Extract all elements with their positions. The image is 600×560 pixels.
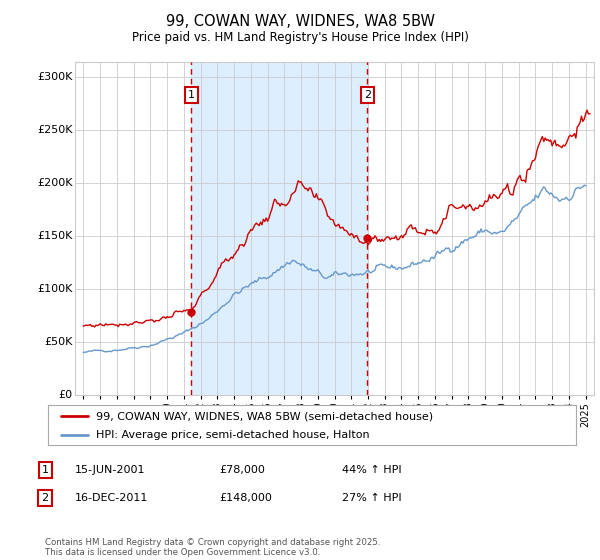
Text: £300K: £300K: [37, 72, 73, 82]
Text: Price paid vs. HM Land Registry's House Price Index (HPI): Price paid vs. HM Land Registry's House …: [131, 31, 469, 44]
Text: 16-DEC-2011: 16-DEC-2011: [75, 493, 148, 503]
Text: 1: 1: [41, 465, 49, 475]
Text: £200K: £200K: [37, 178, 73, 188]
Text: £150K: £150K: [37, 231, 73, 241]
Text: 27% ↑ HPI: 27% ↑ HPI: [342, 493, 401, 503]
Text: £100K: £100K: [37, 284, 73, 294]
Text: 2: 2: [364, 90, 371, 100]
Text: 15-JUN-2001: 15-JUN-2001: [75, 465, 146, 475]
Text: £0: £0: [58, 390, 73, 400]
Text: 44% ↑ HPI: 44% ↑ HPI: [342, 465, 401, 475]
Text: 1: 1: [188, 90, 195, 100]
Text: 99, COWAN WAY, WIDNES, WA8 5BW (semi-detached house): 99, COWAN WAY, WIDNES, WA8 5BW (semi-det…: [95, 411, 433, 421]
Text: £250K: £250K: [37, 125, 73, 136]
Text: £78,000: £78,000: [219, 465, 265, 475]
Text: Contains HM Land Registry data © Crown copyright and database right 2025.
This d: Contains HM Land Registry data © Crown c…: [45, 538, 380, 557]
Text: 2: 2: [41, 493, 49, 503]
Text: HPI: Average price, semi-detached house, Halton: HPI: Average price, semi-detached house,…: [95, 430, 369, 440]
Bar: [191, 62, 367, 395]
Text: £50K: £50K: [44, 337, 73, 347]
Text: 99, COWAN WAY, WIDNES, WA8 5BW: 99, COWAN WAY, WIDNES, WA8 5BW: [166, 14, 434, 29]
Text: £148,000: £148,000: [219, 493, 272, 503]
